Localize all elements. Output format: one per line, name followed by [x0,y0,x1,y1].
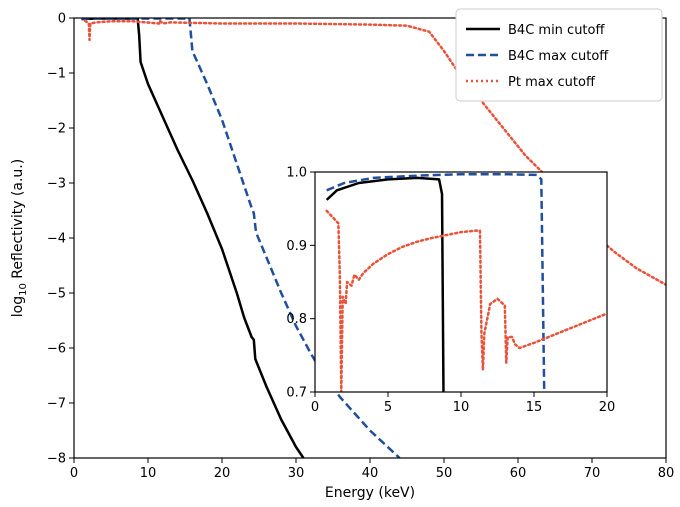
legend-label-b4c-max: B4C max cutoff [508,49,609,64]
inset-x-tick-label-4: 20 [599,400,616,415]
main-series-line-0 [81,18,305,458]
y-axis-label-prefix: log [10,296,26,317]
inset-series-line-2 [325,209,607,392]
main-y-tick-label-2: −2 [47,122,66,137]
main-y-tick-label-0: 0 [58,12,66,27]
y-axis-label-suffix: Reflectivity (a.u.) [10,159,26,283]
main-x-tick-label-6: 60 [510,466,527,481]
inset-x-tick-label-2: 10 [453,400,470,415]
main-x-tick-label-1: 10 [140,466,157,481]
main-x-tick-label-7: 70 [584,466,601,481]
legend: B4C min cutoff B4C max cutoff Pt max cut… [455,8,663,102]
main-y-tick-label-4: −4 [47,232,66,247]
inset-plot-lines [325,172,607,392]
inset-x-tick-label-3: 15 [526,400,543,415]
main-x-tick-label-3: 30 [288,466,305,481]
inset-axis-ticks: 0 5 10 15 20 0.7 0.8 0.9 1.0 [286,166,615,416]
inset-x-tick-label-0: 0 [311,400,319,415]
inset-series-line-1 [326,172,546,392]
inset-plot: 0 5 10 15 20 0.7 0.8 0.9 1.0 [286,166,615,416]
main-x-tick-label-0: 0 [70,466,78,481]
main-y-tick-label-1: −1 [47,67,66,82]
legend-label-b4c-min: B4C min cutoff [508,23,605,38]
main-x-tick-label-8: 80 [658,466,675,481]
main-axis-ticks: 0 10 20 30 40 50 60 70 800−1−2−3−4−5−6−7−8 [47,12,674,482]
main-y-tick-label-3: −3 [47,177,66,192]
main-y-tick-label-6: −6 [47,342,66,357]
legend-label-pt-max: Pt max cutoff [508,75,596,90]
main-x-tick-label-2: 20 [214,466,231,481]
main-x-tick-label-5: 50 [436,466,453,481]
main-y-tick-label-7: −7 [47,397,66,412]
main-x-tick-label-4: 40 [362,466,379,481]
inset-x-tick-label-1: 5 [384,400,392,415]
main-y-tick-label-5: −5 [47,287,66,302]
legend-box [455,8,663,102]
inset-background [315,172,607,392]
inset-series-line-0 [325,176,445,392]
y-axis-label-subscript: 10 [18,283,29,296]
x-axis-label: Energy (keV) [325,485,415,501]
inset-y-tick-label-1: 0.8 [286,312,307,327]
inset-y-tick-label-3: 1.0 [286,166,307,181]
y-axis-label: log10 Reflectivity (a.u.) [10,159,29,317]
inset-y-tick-label-2: 0.9 [286,239,307,254]
inset-y-tick-label-0: 0.7 [286,386,307,401]
main-y-tick-label-8: −8 [47,452,66,467]
